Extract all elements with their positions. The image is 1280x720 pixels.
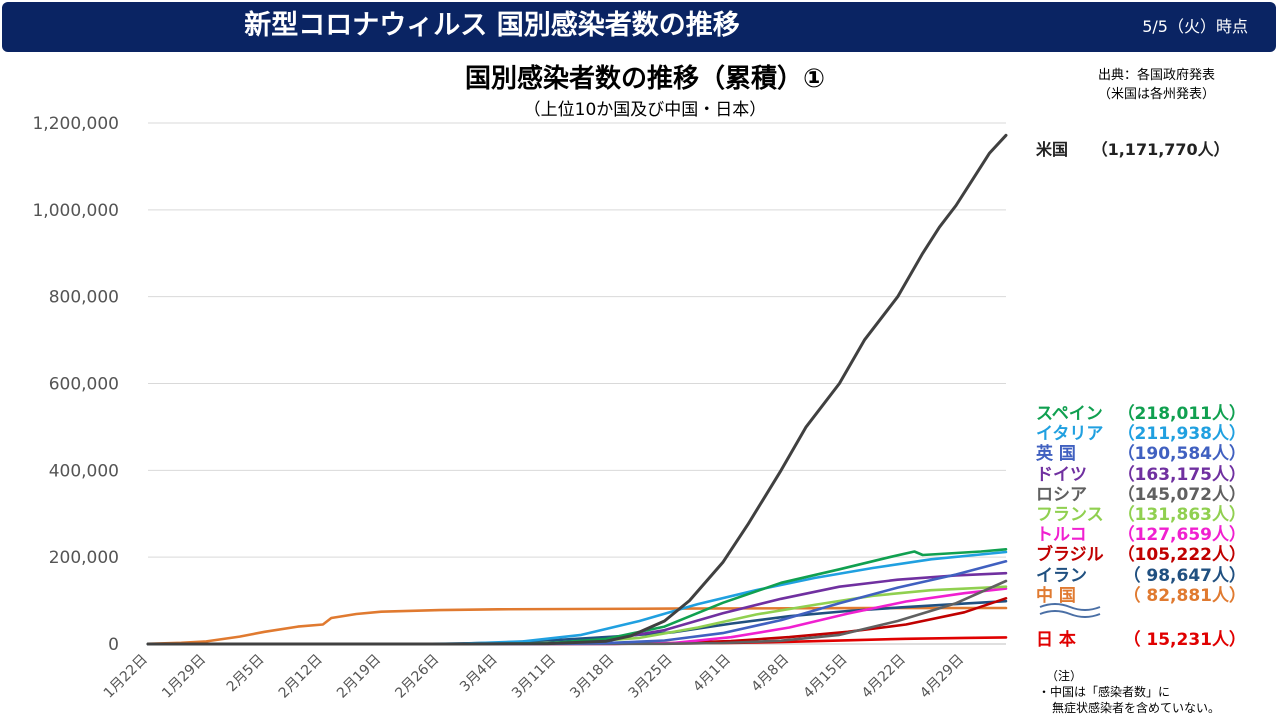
legend-value: （ 98,647人） <box>1123 565 1246 586</box>
legend-item: 日 本 （ 15,231人） <box>1036 630 1246 650</box>
x-tick-label: 4月22日 <box>859 652 909 702</box>
as-of-date: 5/5（火）時点 <box>1142 17 1248 36</box>
chart-subtitle: （上位10か国及び中国・日本） <box>523 100 767 120</box>
y-axis-ticks: 0 200,000 400,000 600,000 800,000 1,000,000 1,… <box>32 114 119 655</box>
y-tick-label: 200,000 <box>49 548 119 568</box>
x-tick-label: 1月22日 <box>101 652 151 702</box>
x-tick-label: 4月8日 <box>749 652 793 696</box>
legend-name: ロシア <box>1036 484 1087 505</box>
source-line-1: 出典：各国政府発表 <box>1098 68 1216 83</box>
legend-item: イタリア （211,938人） <box>1036 424 1246 444</box>
x-tick-label: 4月1日 <box>690 652 734 696</box>
series-lines <box>146 133 1008 646</box>
legend-name: ブラジル <box>1036 545 1104 566</box>
break-mark-line <box>1039 610 1101 618</box>
x-axis-ticks: 1月22日 1月29日 2月5日 2月12日 2月19日 2月26日 3月4日 3月11日 3月… <box>101 652 967 702</box>
legend-item: 中 国 （ 82,881人） <box>1036 586 1246 606</box>
source-note: 出典：各国政府発表 （米国は各州発表） <box>1098 66 1215 104</box>
footnote: （注） ・中国は「感染者数」に 無症状感染者を含めていない。 <box>1038 668 1220 716</box>
break-mark-line <box>1039 603 1101 611</box>
legend-item: イラン （ 98,647人） <box>1036 566 1246 586</box>
legend-item-us: 米国 （1,171,770人） <box>1036 136 1230 160</box>
break-mark <box>1039 603 1101 618</box>
y-tick-label: 0 <box>108 635 119 655</box>
footnote-line-2: 無症状感染者を含めていない。 <box>1052 701 1221 715</box>
legend-value: （218,011人） <box>1117 404 1246 424</box>
legend-name: イラン <box>1036 565 1087 586</box>
y-tick-label: 1,000,000 <box>32 201 119 221</box>
legend-value: （190,584人） <box>1117 444 1246 465</box>
x-tick-label: 4月15日 <box>801 652 851 702</box>
x-tick-label: 2月26日 <box>392 652 442 702</box>
x-tick-label: 1月29日 <box>159 652 209 702</box>
legend-name: 英 国 <box>1036 444 1076 465</box>
legend-value: （163,175人） <box>1117 464 1246 485</box>
y-tick-label: 800,000 <box>49 288 119 308</box>
series-line <box>146 133 1008 646</box>
legend-item: フランス （131,863人） <box>1036 505 1246 525</box>
legend-name: スペイン <box>1036 404 1103 424</box>
series-line <box>146 596 1008 646</box>
x-tick-label: 4月29日 <box>917 652 967 702</box>
chart-title: 国別感染者数の推移（累積）① <box>464 64 825 94</box>
x-tick-label: 3月4日 <box>457 652 501 696</box>
source-line-2: （米国は各州発表） <box>1098 87 1216 102</box>
legend-name-us: 米国 <box>1036 140 1069 159</box>
legend-value-us: （1,171,770人） <box>1091 140 1230 159</box>
y-tick-label: 600,000 <box>49 375 119 395</box>
legend-item: ブラジル （105,222人） <box>1036 545 1246 565</box>
legend-value: （105,222人） <box>1117 545 1246 566</box>
legend-item: 英 国 （190,584人） <box>1036 444 1246 464</box>
y-tick-label: 400,000 <box>49 461 119 481</box>
page-title: 新型コロナウィルス 国別感染者数の推移 <box>244 10 740 41</box>
footnote-line-1: ・中国は「感染者数」に <box>1038 685 1171 699</box>
x-tick-label: 3月18日 <box>567 652 617 702</box>
legend-name: 日 本 <box>1036 629 1076 650</box>
legend-value: （211,938人） <box>1117 424 1246 445</box>
y-tick-label: 1,200,000 <box>32 114 119 134</box>
x-tick-label: 2月19日 <box>334 652 384 702</box>
gridlines <box>148 122 1006 645</box>
legend-name: フランス <box>1036 504 1104 525</box>
footnote-head: （注） <box>1046 669 1083 683</box>
legend-value: （127,659人） <box>1117 525 1246 546</box>
legend: スペイン （218,011人） イタリア （211,938人） 英 国 （190,584人… <box>1036 404 1246 650</box>
x-tick-label: 2月12日 <box>276 652 326 702</box>
x-tick-label: 2月5日 <box>224 652 268 696</box>
legend-value: （145,072人） <box>1117 484 1246 505</box>
series-line <box>146 559 1008 646</box>
legend-item: スペイン （218,011人） <box>1036 404 1246 424</box>
legend-value: （131,863人） <box>1117 504 1246 525</box>
legend-item: ロシア （145,072人） <box>1036 485 1246 505</box>
header-bar: 新型コロナウィルス 国別感染者数の推移 5/5（火）時点 <box>2 2 1276 52</box>
x-tick-label: 3月25日 <box>626 652 676 702</box>
legend-name: ドイツ <box>1036 464 1087 485</box>
series-line <box>146 606 1008 646</box>
x-tick-label: 3月11日 <box>509 652 559 702</box>
legend-item: トルコ （127,659人） <box>1036 525 1246 545</box>
legend-value: （ 15,231人） <box>1123 629 1246 650</box>
legend-name: イタリア <box>1036 424 1104 445</box>
legend-name: 中 国 <box>1036 585 1076 606</box>
legend-name: トルコ <box>1036 525 1087 546</box>
legend-value: （ 82,881人） <box>1123 585 1246 606</box>
legend-item: ドイツ （163,175人） <box>1036 465 1246 485</box>
